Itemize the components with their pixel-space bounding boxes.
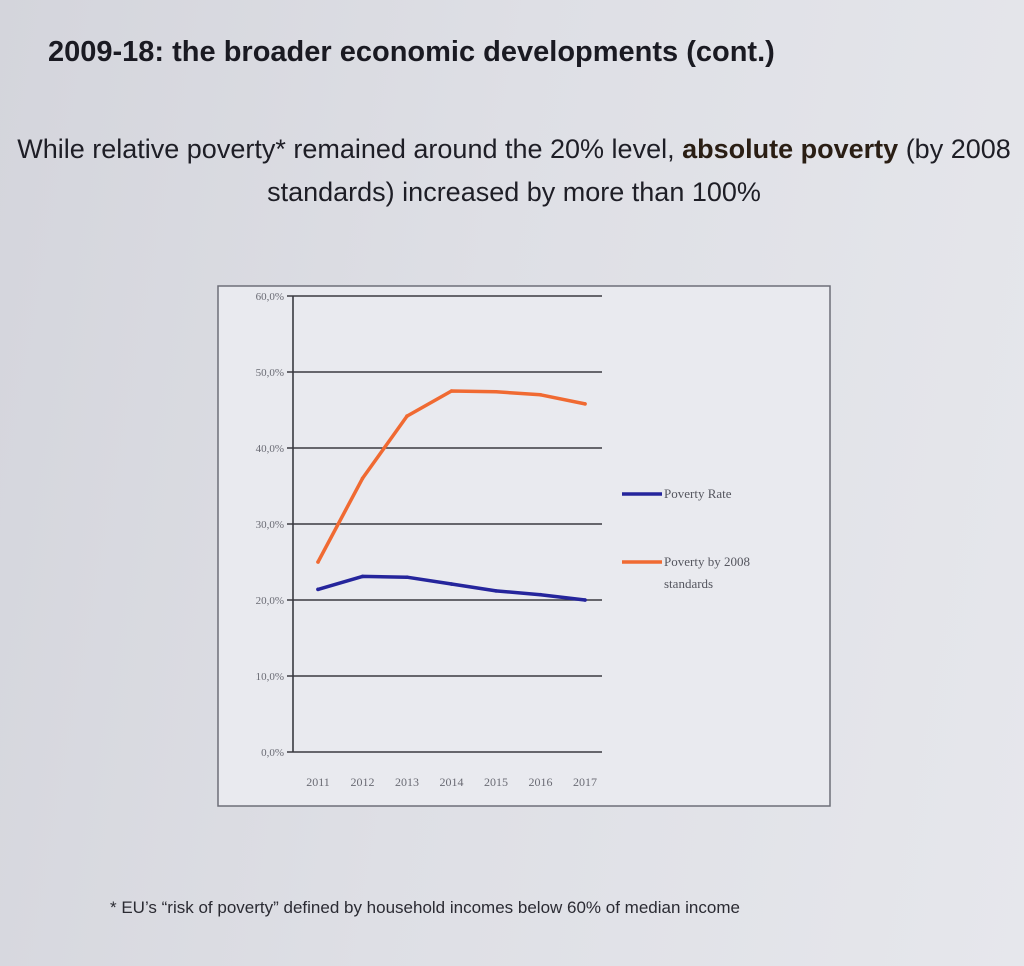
data-point [494,389,498,394]
x-tick-label: 2013 [395,775,419,789]
y-tick-label: 0,0% [261,747,284,759]
data-point [316,560,320,564]
data-point [583,402,587,406]
y-tick-label: 50,0% [256,367,284,379]
y-tick-label: 60,0% [256,291,284,303]
x-tick-label: 2015 [484,775,508,789]
x-tick-label: 2017 [573,775,597,789]
footnote: * EU’s “risk of poverty” defined by hous… [110,898,740,917]
data-point [405,575,409,579]
chart-frame: 0,0% 10,0% 20,0% 30,0% 40,0% 50,0% 60,0% 2011 20… [204,256,844,812]
data-point [449,389,454,393]
data-point [360,574,365,579]
y-tick-label: 40,0% [256,443,284,455]
y-tick-label: 10,0% [256,671,284,683]
x-tick-label: 2012 [351,775,375,789]
legend-label: Poverty Rate [664,486,732,501]
data-point [405,414,409,418]
data-point [583,598,587,602]
x-tick-label: 2011 [306,775,330,789]
subtitle-text-2: (by 2008 standards) increased by more th… [267,134,1011,207]
data-point [494,589,498,593]
chart-area-border [217,285,831,807]
subtitle-text-1: While relative poverty* remained around … [17,134,675,164]
legend-label-continued: standards [664,576,713,591]
data-point [449,582,454,586]
x-tick-label: 2014 [440,775,464,789]
slide-subtitle: While relative poverty* remained around … [14,128,1014,214]
data-point [360,476,365,481]
data-point [316,587,320,592]
legend-label: Poverty by 2008 [664,554,750,569]
y-tick-label: 20,0% [256,595,284,607]
y-tick-label: 30,0% [256,519,284,531]
data-point [538,393,543,397]
x-tick-label: 2016 [529,775,553,789]
slide-title: 2009-18: the broader economic developmen… [48,36,775,68]
subtitle-bold-text: absolute poverty [682,134,899,164]
data-point [538,592,543,597]
poverty-line-chart: 0,0% 10,0% 20,0% 30,0% 40,0% 50,0% 60,0% 2011 20… [217,285,831,807]
